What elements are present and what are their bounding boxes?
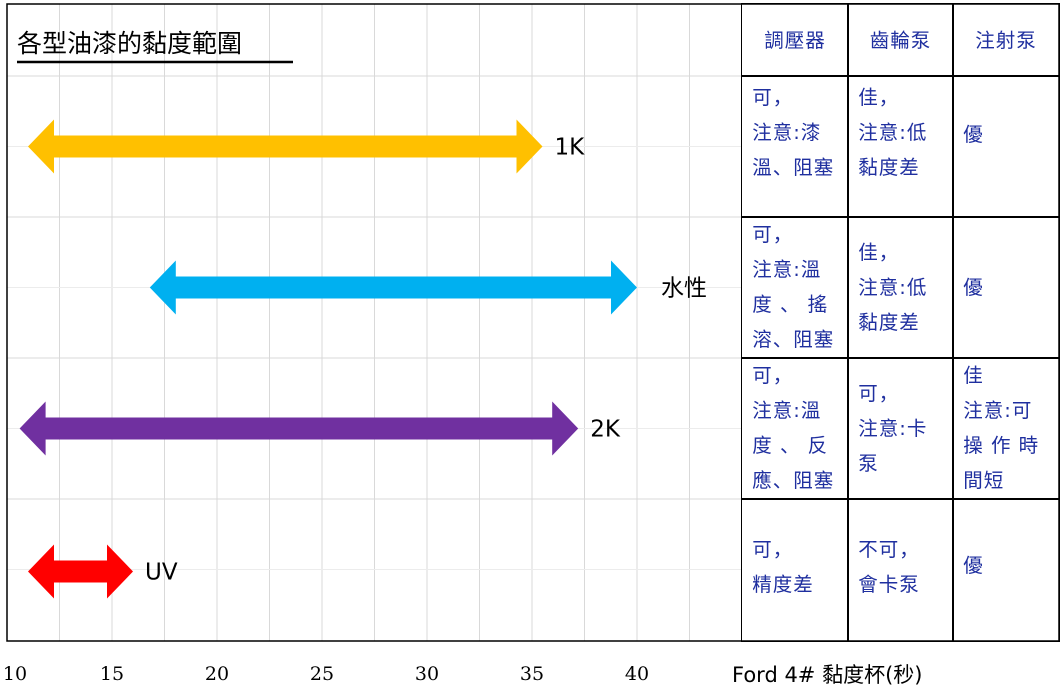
cell-water-regulator: 可， 注意:溫度 、 搖溶、阻塞 [741, 216, 849, 359]
pump-compatibility-table: 調壓器 齒輪泵 注射泵 可， 注意:漆 溫、阻塞 佳， 注意:低 黏度差 優 可， 注意:… [741, 3, 1060, 642]
cell-uv-regulator: 可， 精度差 [741, 498, 849, 642]
header-gear-pump: 齒輪泵 [847, 3, 954, 77]
x-tick-label: 15 [100, 663, 124, 685]
range-arrow-3 [28, 544, 133, 599]
series-label-0: 1K [555, 135, 586, 161]
cell-1k-regulator: 可， 注意:漆 溫、阻塞 [741, 75, 849, 218]
cell-uv-gear-pump: 不可， 會卡泵 [847, 498, 954, 642]
x-tick-label: 35 [520, 663, 544, 685]
cell-2k-regulator: 可， 注意:溫度 、 反應、阻塞 [741, 357, 849, 500]
chart-title: 各型油漆的黏度範圍 [17, 29, 242, 58]
x-tick-label: 40 [625, 663, 649, 685]
series-label-3: UV [145, 560, 178, 586]
x-tick-label: 25 [310, 663, 334, 685]
cell-1k-gear-pump: 佳， 注意:低 黏度差 [847, 75, 954, 218]
cell-water-gear-pump: 佳， 注意:低 黏度差 [847, 216, 954, 359]
range-arrows: 1K 水性 2K UV [19, 119, 707, 599]
series-label-2: 2K [590, 417, 621, 443]
x-tick-labels: 10 15 20 25 30 35 40 [3, 663, 649, 685]
cell-1k-syringe-pump: 優 [952, 75, 1060, 218]
x-tick-label: 20 [205, 663, 229, 685]
x-tick-label: 10 [3, 663, 27, 685]
range-arrow-0 [28, 119, 543, 174]
x-axis-label: Ford 4# 黏度杯(秒) [732, 663, 922, 687]
x-tick-label: 30 [415, 663, 439, 685]
range-arrow-2 [19, 401, 579, 456]
cell-2k-gear-pump: 可， 注意:卡泵 [847, 357, 954, 500]
grid [7, 4, 742, 641]
series-label-1: 水性 [661, 276, 707, 302]
cell-uv-syringe-pump: 優 [952, 498, 1060, 642]
range-arrow-1 [149, 260, 638, 315]
cell-2k-syringe-pump: 佳注意:可操 作 時間短 [952, 357, 1060, 500]
header-syringe-pump: 注射泵 [952, 3, 1060, 77]
header-regulator: 調壓器 [741, 3, 849, 77]
cell-water-syringe-pump: 優 [952, 216, 1060, 359]
